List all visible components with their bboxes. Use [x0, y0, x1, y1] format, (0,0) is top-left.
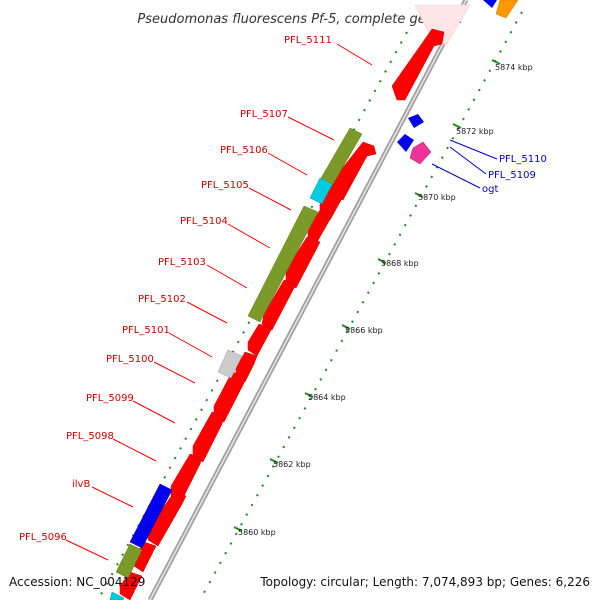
gene-label: PFL_5111	[284, 35, 332, 46]
tick-mark	[269, 458, 279, 464]
gene-label: PFL_5102	[138, 294, 186, 305]
leader-line	[186, 301, 228, 324]
accession-text: Accession: NC_004129	[9, 575, 145, 589]
blue-feature	[483, 0, 497, 8]
genome-backbone	[147, 0, 469, 600]
gene-label: PFL_5107	[240, 109, 288, 120]
guide-tracks	[97, 11, 523, 600]
tick-mark	[377, 258, 387, 264]
gene-label: PFL_5096	[19, 532, 67, 543]
leader-lines-left	[65, 43, 373, 561]
tick-mark	[452, 123, 462, 129]
orange-feature	[495, 0, 519, 19]
leader-line	[336, 43, 373, 66]
gene-label: PFL_5110	[499, 154, 547, 165]
gene-label: PFL_5099	[86, 393, 134, 404]
leader-line	[132, 400, 176, 424]
leader-line	[267, 152, 308, 176]
leader-line	[227, 223, 271, 249]
leader-line	[112, 438, 157, 462]
right-features	[397, 0, 519, 165]
cds-arrow	[213, 371, 246, 423]
cyan-feature	[309, 177, 333, 205]
gene-label: PFL_5105	[201, 180, 249, 191]
magenta-feature	[409, 141, 432, 165]
gene-label: PFL_5100	[106, 354, 154, 365]
tick-label: 5870 kbp	[418, 193, 456, 202]
leader-lines-right	[431, 139, 498, 189]
cds-arrow	[391, 28, 445, 101]
olive-feature	[115, 543, 143, 579]
blue-feature	[129, 483, 173, 549]
leader-line	[153, 361, 196, 384]
feature-track	[109, 127, 363, 600]
tick-mark	[414, 192, 424, 198]
olive-feature	[247, 205, 319, 323]
leader-line	[65, 539, 109, 561]
gene-labels-left: PFL_5111 PFL_5107 PFL_5106 PFL_5105 PFL_…	[19, 35, 332, 543]
inner-guide-track	[199, 11, 523, 600]
tick-label: 5872 kbp	[456, 127, 494, 136]
leader-line	[431, 163, 481, 189]
gene-label: PFL_5104	[180, 216, 228, 227]
tick-label: 5860 kbp	[238, 528, 276, 537]
tick-mark	[491, 59, 501, 65]
tick-label: 5862 kbp	[273, 460, 311, 469]
backbone-highlight	[149, 0, 467, 600]
cyan-feature	[109, 591, 125, 600]
gene-label: PFL_5106	[220, 145, 268, 156]
cds-arrow	[192, 411, 225, 463]
map-title: Pseudomonas fluorescens Pf-5, complete g…	[137, 12, 462, 27]
leader-line	[449, 139, 498, 160]
tick-mark	[233, 526, 243, 532]
leader-line	[449, 146, 487, 175]
leader-line	[91, 486, 134, 508]
gray-feature	[217, 349, 243, 379]
gene-label: ogt	[482, 184, 498, 195]
tick-mark	[341, 324, 351, 330]
tick-label: 5874 kbp	[495, 63, 533, 72]
blue-feature	[408, 114, 424, 128]
tick-mark	[304, 392, 314, 398]
cds-arrow	[119, 571, 143, 600]
gene-label: PFL_5109	[488, 170, 536, 181]
tick-label: 5868 kbp	[381, 259, 419, 268]
blue-feature	[397, 134, 414, 152]
leader-line	[168, 332, 213, 358]
leader-line	[206, 264, 248, 289]
tick-label: 5864 kbp	[308, 393, 346, 402]
gene-label: PFL_5103	[158, 257, 206, 268]
gene-label: ilvB	[72, 479, 90, 490]
topology-text: Topology: circular; Length: 7,074,893 bp…	[259, 575, 590, 589]
cds-arrow	[247, 323, 273, 357]
leader-line	[248, 187, 292, 211]
scale-ticks: 5874 kbp 5872 kbp 5870 kbp 5868 kbp 5866…	[233, 59, 533, 537]
tick-label: 5866 kbp	[345, 326, 383, 335]
gene-label: PFL_5101	[122, 325, 170, 336]
leader-line	[287, 116, 335, 141]
gene-labels-right: PFL_5110 PFL_5109 ogt	[482, 154, 547, 195]
gene-label: PFL_5098	[66, 431, 114, 442]
